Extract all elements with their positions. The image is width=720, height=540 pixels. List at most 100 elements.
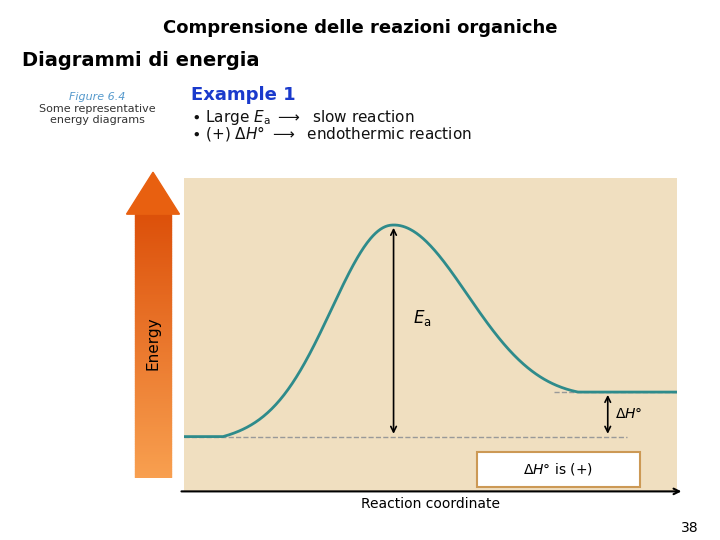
Bar [135, 422, 171, 423]
Bar [135, 377, 171, 380]
Bar [135, 290, 171, 292]
Text: $\bullet$ (+) $\Delta H°$ $\longrightarrow$  endothermic reaction: $\bullet$ (+) $\Delta H°$ $\longrightarr… [191, 124, 472, 143]
Bar [135, 278, 171, 279]
Bar [135, 367, 171, 369]
Bar [135, 269, 171, 271]
Bar [135, 352, 171, 353]
Bar [135, 244, 171, 246]
Bar [135, 413, 171, 415]
Bar [135, 416, 171, 418]
Text: $\mathit{E}_{\rm a}$: $\mathit{E}_{\rm a}$ [413, 308, 432, 328]
Bar [135, 441, 171, 443]
Bar [135, 446, 171, 448]
Text: 38: 38 [681, 521, 698, 535]
Bar [135, 218, 171, 219]
Bar [135, 363, 171, 366]
Bar [135, 366, 171, 367]
Bar [135, 349, 171, 352]
Bar [135, 225, 171, 226]
Bar [135, 359, 171, 360]
Bar [135, 471, 171, 472]
Bar [135, 276, 171, 278]
Bar [135, 253, 171, 254]
Bar [135, 226, 171, 228]
Bar [135, 235, 171, 237]
Bar [135, 307, 171, 309]
Bar [135, 265, 171, 267]
Bar [135, 360, 171, 362]
Bar [135, 355, 171, 356]
Text: Comprensione delle reazioni organiche: Comprensione delle reazioni organiche [163, 19, 557, 37]
Bar [135, 444, 171, 446]
Bar [135, 295, 171, 297]
Bar [135, 401, 171, 402]
Bar [135, 262, 171, 264]
Bar [135, 316, 171, 318]
Bar [135, 455, 171, 457]
Text: Example 1: Example 1 [191, 86, 295, 104]
Bar [135, 341, 171, 342]
Bar [135, 423, 171, 425]
Bar [135, 251, 171, 253]
Bar [135, 258, 171, 260]
Bar [135, 254, 171, 256]
Bar [135, 462, 171, 464]
Bar [135, 443, 171, 444]
Bar [135, 216, 171, 218]
Bar [135, 311, 171, 313]
Bar [135, 214, 171, 216]
Bar [135, 223, 171, 225]
Bar [135, 390, 171, 392]
Bar [135, 425, 171, 427]
Bar [135, 434, 171, 436]
Bar [135, 436, 171, 437]
Bar [135, 399, 171, 401]
Text: $\Delta H°$ is (+): $\Delta H°$ is (+) [523, 462, 593, 477]
FancyBboxPatch shape [477, 453, 640, 487]
Bar [135, 260, 171, 262]
Bar [135, 383, 171, 384]
Bar [135, 325, 171, 327]
Bar [135, 460, 171, 462]
Bar [135, 387, 171, 388]
Bar [135, 453, 171, 455]
Bar [135, 267, 171, 269]
Bar [135, 288, 171, 290]
Bar [135, 394, 171, 395]
Bar [135, 302, 171, 304]
Bar [135, 430, 171, 432]
Bar [135, 297, 171, 299]
Text: Figure 6.4: Figure 6.4 [69, 92, 125, 102]
Bar [135, 249, 171, 251]
Bar [135, 384, 171, 387]
Polygon shape [127, 172, 179, 214]
Bar [135, 338, 171, 339]
Bar [135, 328, 171, 330]
Bar [135, 300, 171, 302]
Bar [135, 448, 171, 450]
Bar [135, 406, 171, 408]
Bar [135, 404, 171, 406]
Bar [135, 286, 171, 288]
Bar [135, 381, 171, 383]
Bar [135, 313, 171, 314]
Bar [135, 465, 171, 467]
Bar [135, 279, 171, 281]
Bar [135, 332, 171, 334]
Bar [135, 318, 171, 320]
Bar [135, 321, 171, 323]
Bar [135, 458, 171, 460]
Bar [135, 230, 171, 232]
Bar [135, 274, 171, 276]
Bar [135, 411, 171, 413]
Bar [135, 256, 171, 258]
Bar [135, 415, 171, 416]
Bar [135, 388, 171, 390]
Bar [135, 330, 171, 332]
Bar [135, 323, 171, 325]
Bar [135, 228, 171, 230]
Bar [135, 369, 171, 370]
Bar [135, 314, 171, 316]
Bar [135, 221, 171, 223]
Bar [135, 334, 171, 335]
